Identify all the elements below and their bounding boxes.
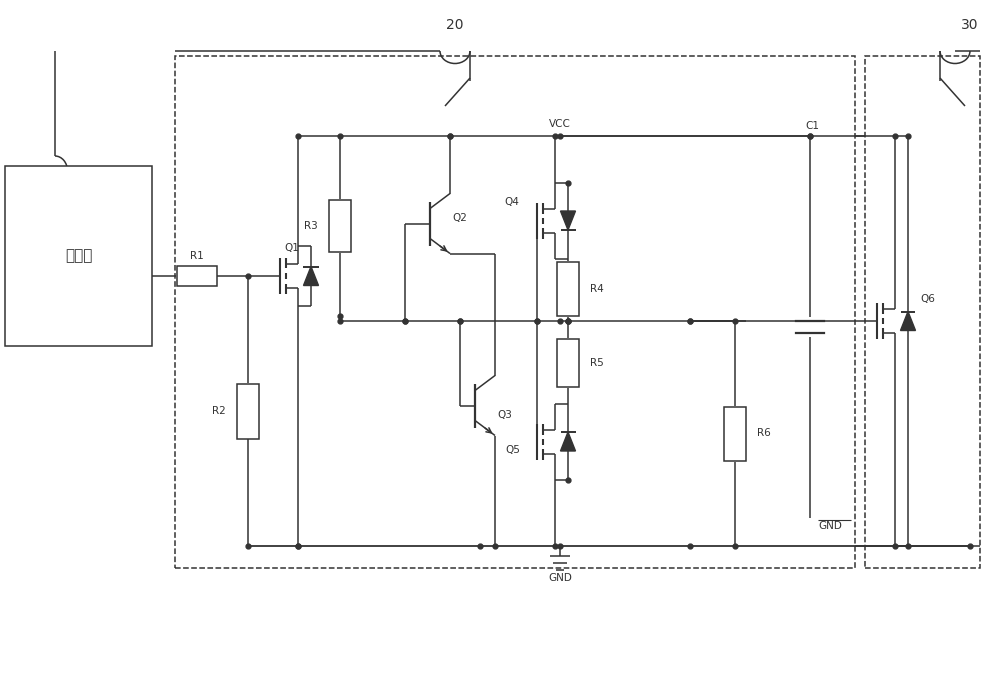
Text: Q5: Q5 — [505, 445, 520, 454]
Text: Q6: Q6 — [920, 294, 935, 304]
Text: GND: GND — [818, 521, 842, 531]
Bar — [557, 262, 579, 316]
Polygon shape — [560, 432, 576, 451]
Text: Q3: Q3 — [497, 410, 512, 420]
Polygon shape — [901, 312, 915, 331]
Text: Q1: Q1 — [284, 243, 299, 253]
Text: Q4: Q4 — [504, 197, 519, 208]
Text: R1: R1 — [190, 251, 204, 261]
Text: GND: GND — [548, 573, 572, 583]
Bar — [865, 56, 980, 568]
Text: Q2: Q2 — [452, 214, 467, 224]
Polygon shape — [303, 266, 318, 285]
Text: 30: 30 — [960, 18, 978, 32]
Text: R3: R3 — [304, 221, 318, 231]
Bar — [177, 266, 217, 286]
Text: R5: R5 — [590, 358, 604, 368]
Text: 20: 20 — [446, 18, 464, 32]
Text: C1: C1 — [805, 121, 819, 131]
Text: R6: R6 — [757, 429, 771, 439]
Bar — [329, 200, 351, 252]
Text: R2: R2 — [212, 406, 226, 416]
Text: VCC: VCC — [549, 119, 571, 129]
Bar — [5, 166, 152, 346]
Text: R4: R4 — [590, 284, 604, 294]
Text: 10: 10 — [46, 187, 64, 201]
Bar — [724, 406, 746, 460]
Text: 信号源: 信号源 — [65, 249, 92, 264]
Bar — [237, 383, 259, 439]
Bar — [557, 339, 579, 387]
Polygon shape — [560, 211, 576, 230]
Bar — [175, 56, 855, 568]
